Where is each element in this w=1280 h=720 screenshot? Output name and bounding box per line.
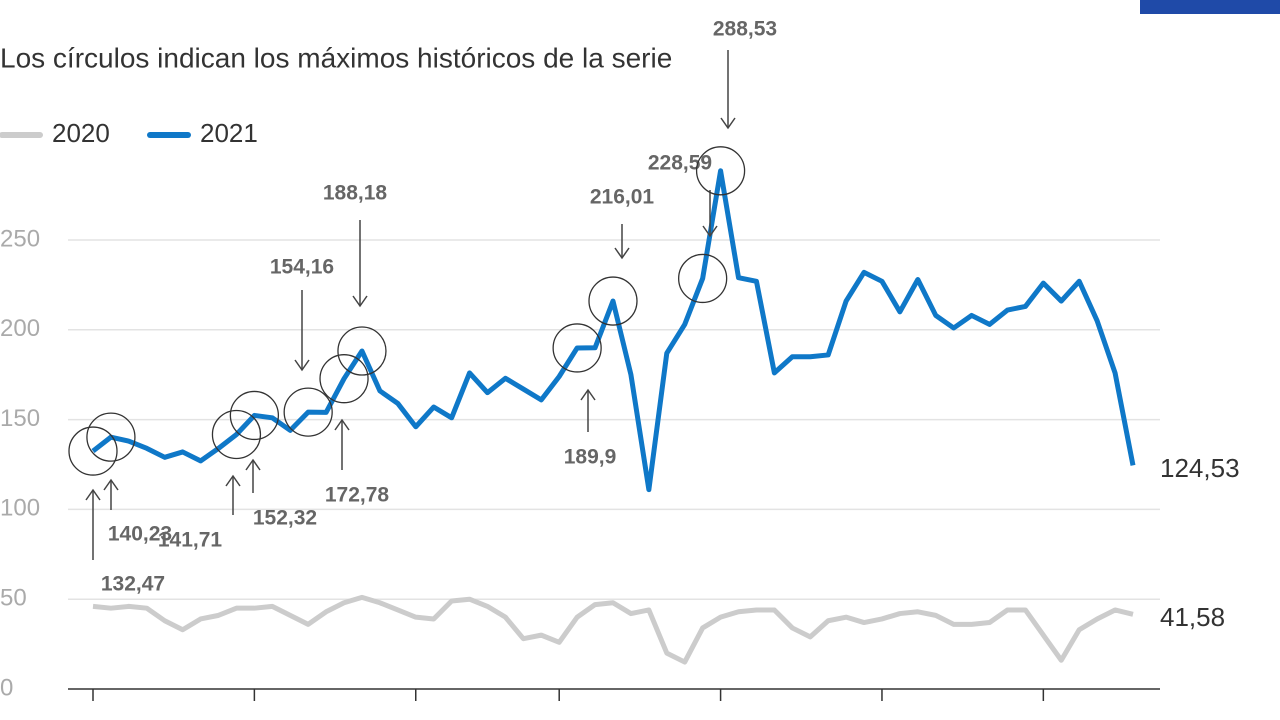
series-line <box>91 168 1136 493</box>
y-tick-label: 100 <box>0 495 40 522</box>
series-line <box>92 594 1134 665</box>
arrow-head <box>720 117 736 130</box>
annotation: 288,53 <box>713 18 777 41</box>
annotation: 172,78 <box>325 484 390 507</box>
arrow-head <box>225 474 241 487</box>
arrow-head <box>245 458 261 471</box>
max-circle <box>283 387 333 437</box>
brand-box <box>1140 0 1280 14</box>
max-circle <box>211 409 262 460</box>
arrow-head <box>85 488 101 501</box>
arrow-head <box>103 478 119 491</box>
y-tick-label: 150 <box>0 405 40 432</box>
legend-label: 2021 <box>200 118 258 148</box>
annotation: 189,9 <box>564 446 617 469</box>
max-circle <box>695 146 746 196</box>
max-circle <box>68 426 118 476</box>
annotation: 216,01 <box>590 186 655 209</box>
max-circle <box>552 323 602 373</box>
annotation: 188,18 <box>323 182 388 205</box>
end-label: 41,58 <box>1160 602 1225 632</box>
max-circle <box>319 354 369 404</box>
max-circle <box>678 253 728 304</box>
arrow-head <box>334 418 350 431</box>
annotation: 154,16 <box>270 256 334 279</box>
y-tick-label: 50 <box>0 585 27 612</box>
y-tick-label: 200 <box>0 315 40 342</box>
annotation: 140,23 <box>108 523 172 546</box>
y-tick-label: 0 <box>0 674 13 701</box>
arrow-head <box>614 247 630 260</box>
annotation: 152,32 <box>253 507 317 530</box>
max-circle <box>229 390 280 441</box>
arrow-head <box>294 359 310 372</box>
annotation: 132,47 <box>101 573 165 596</box>
arrow-head <box>580 388 596 401</box>
arrow-head <box>352 295 368 308</box>
legend-label: 2020 <box>52 118 110 148</box>
arrow-head <box>702 225 718 238</box>
annotation: 141,71 <box>158 529 223 552</box>
max-circle <box>86 412 136 462</box>
max-circle <box>588 276 638 326</box>
max-circle <box>337 326 387 376</box>
end-label: 124,53 <box>1160 453 1240 483</box>
subtitle: Los círculos indican los máximos históri… <box>0 42 672 73</box>
y-tick-label: 250 <box>0 225 40 252</box>
